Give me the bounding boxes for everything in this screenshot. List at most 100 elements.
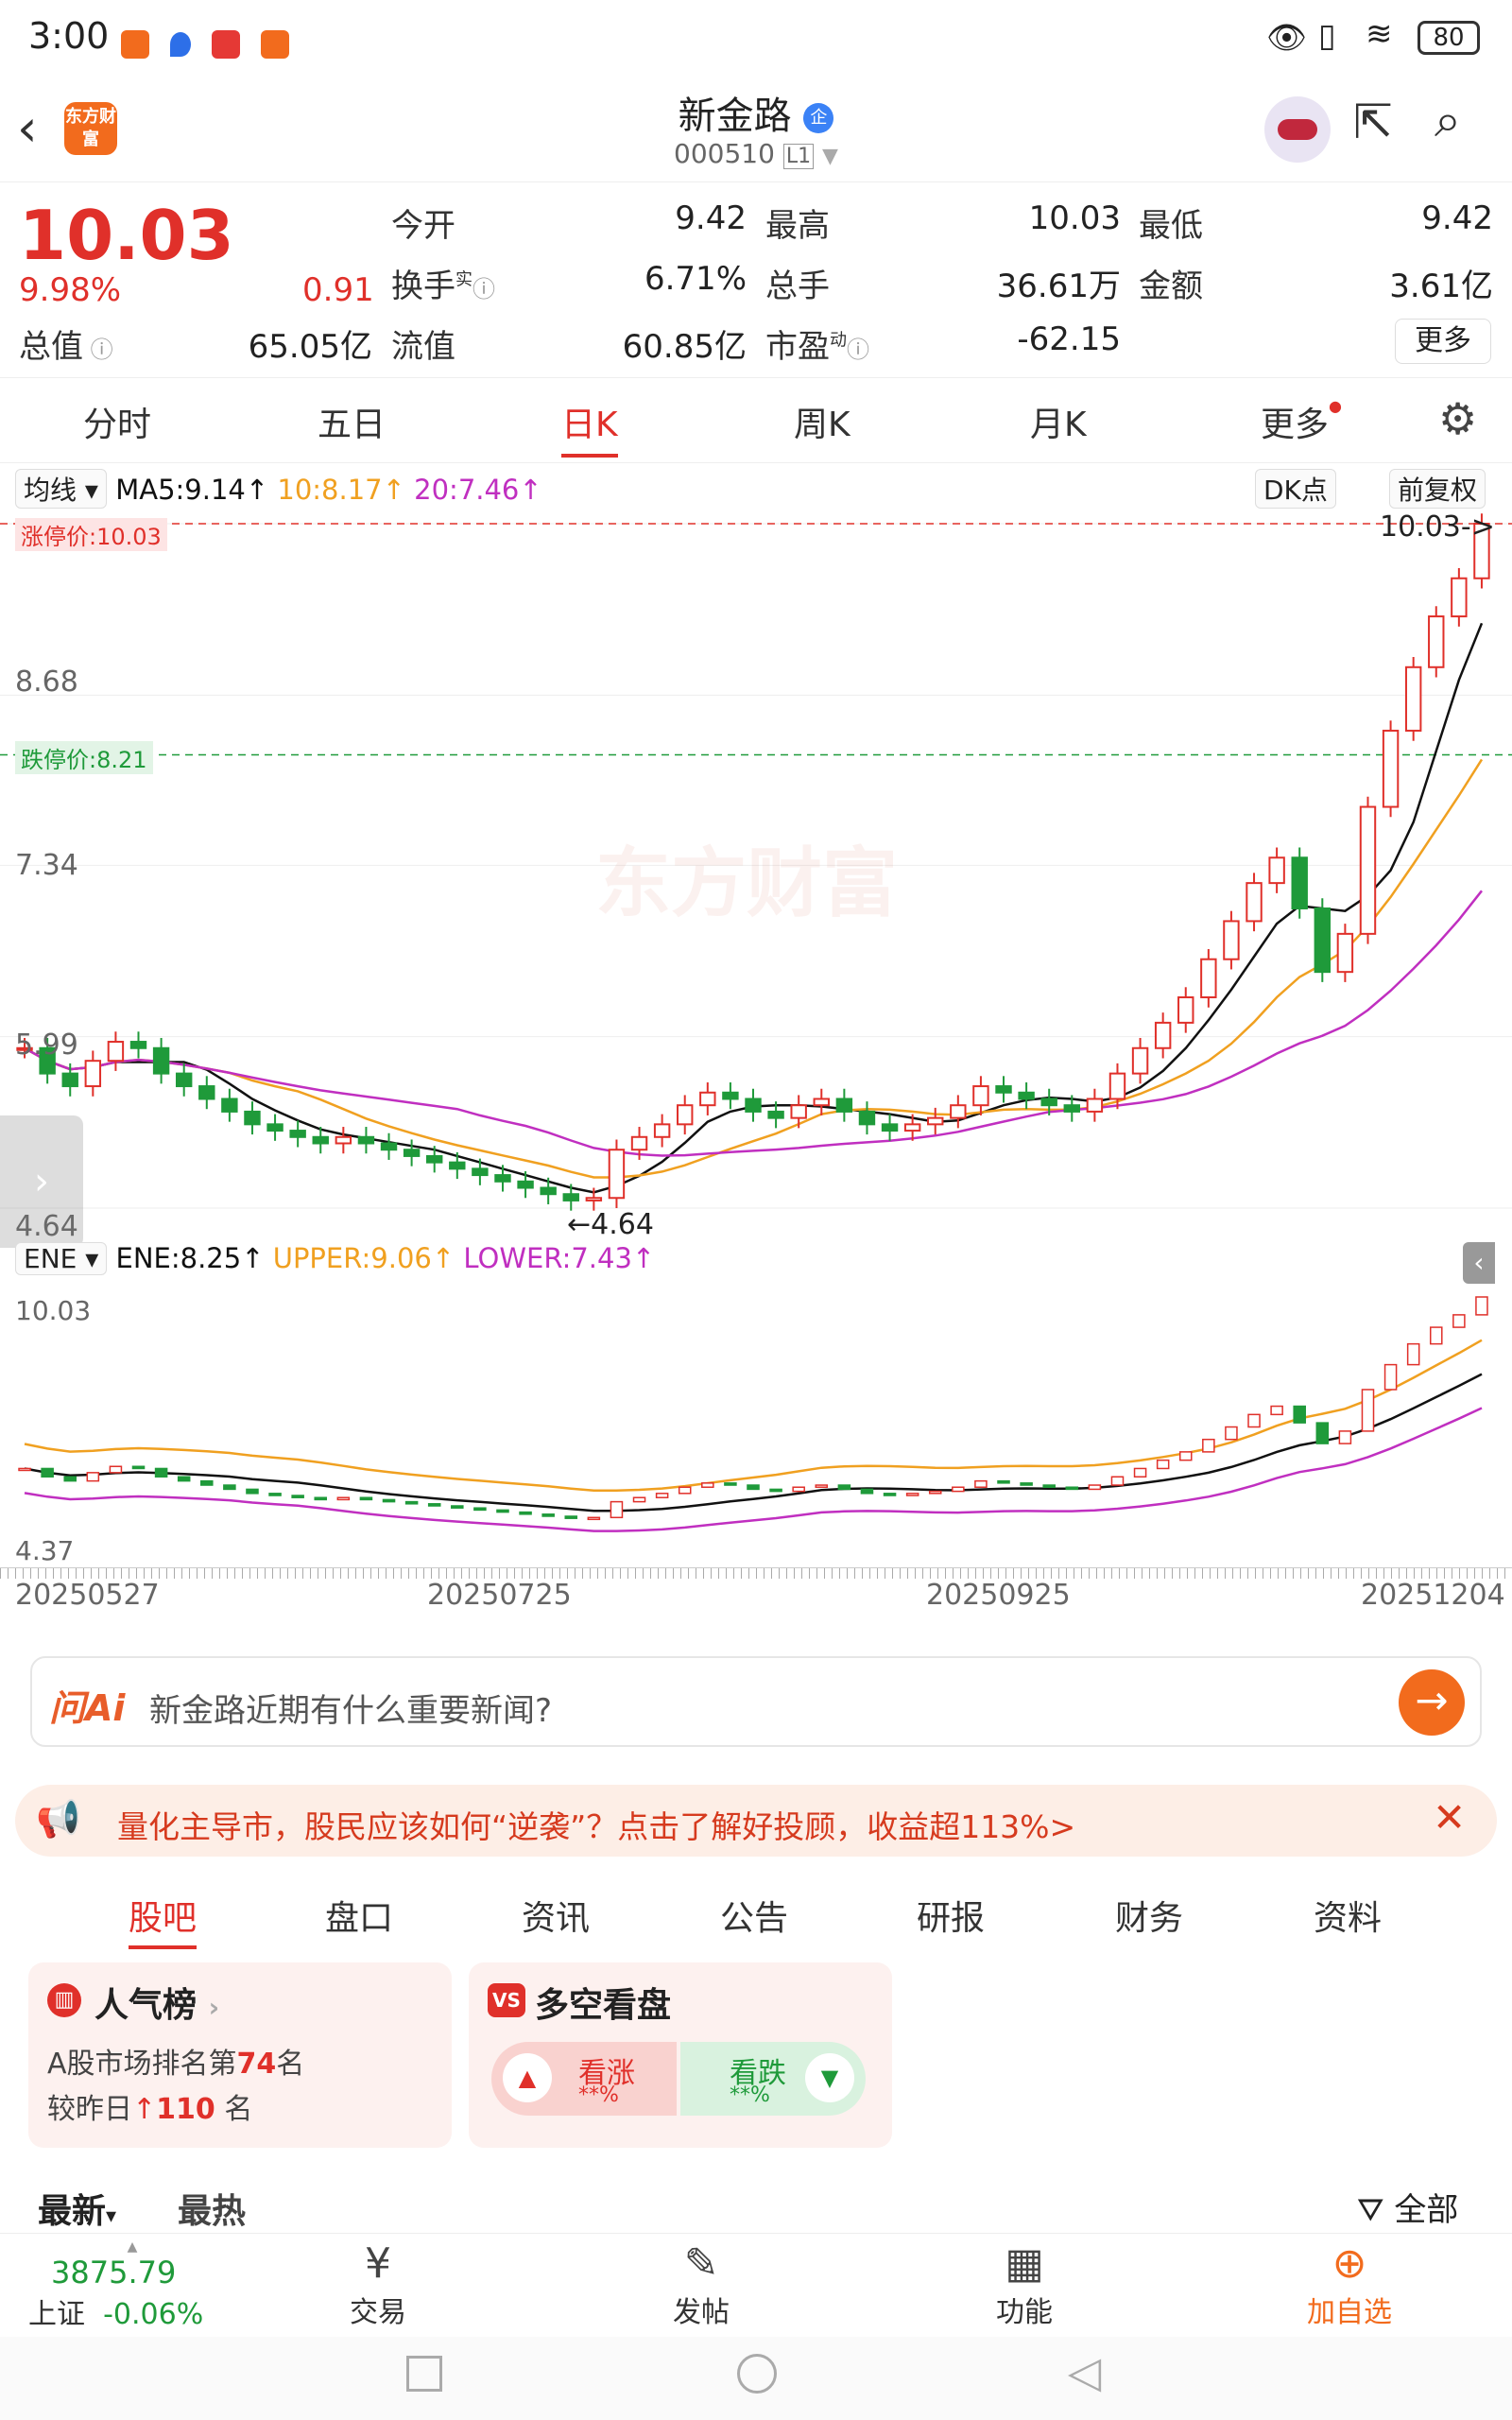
volume-label: 总手 bbox=[765, 268, 830, 305]
back-icon[interactable]: ‹ bbox=[17, 98, 38, 158]
bear-button[interactable]: 看跌 **% ▼ bbox=[680, 2042, 866, 2116]
tab-five-day[interactable]: 五日 bbox=[318, 406, 387, 444]
dk-point-toggle[interactable]: DK点 bbox=[1255, 469, 1336, 509]
stock-title[interactable]: 新金路 企 bbox=[0, 85, 1512, 140]
ask-ai-brand: 问Ai bbox=[49, 1687, 126, 1729]
filter-button[interactable]: ⛛ 全部 bbox=[1357, 2191, 1459, 2229]
tab-news[interactable]: 资讯 bbox=[522, 1899, 591, 1938]
tab-finance[interactable]: 财务 bbox=[1115, 1899, 1184, 1938]
nav-functions[interactable]: ▦ 功能 bbox=[958, 2239, 1091, 2330]
ene-header: ENE ▾ ENE:8.25↑ UPPER:9.06↑ LOWER:7.43↑ bbox=[15, 1242, 655, 1275]
stock-code-row[interactable]: 000510 L1 ▼ bbox=[0, 138, 1512, 169]
adjust-select[interactable]: 前复权 bbox=[1389, 469, 1486, 509]
index-name: 上证 bbox=[28, 2298, 85, 2331]
kline-chart-area[interactable]: 均线 ▾ MA5:9.14↑ 10:8.17↑ 20:7.46↑ DK点 前复权… bbox=[0, 463, 1512, 1626]
robot-avatar-icon[interactable] bbox=[1264, 96, 1331, 163]
shield-icon bbox=[170, 31, 192, 57]
collapse-tab[interactable]: ‹ bbox=[1463, 1242, 1495, 1284]
ene-candle bbox=[382, 1498, 396, 1503]
kline-main-chart[interactable] bbox=[0, 509, 1512, 1236]
feed-tab-latest[interactable]: 最新▾ bbox=[38, 2192, 117, 2231]
nav-trade[interactable]: ¥ 交易 bbox=[312, 2239, 444, 2330]
recents-icon[interactable] bbox=[406, 2356, 442, 2392]
date-label: 20250925 bbox=[926, 1579, 1071, 1612]
candle-body bbox=[266, 1123, 284, 1132]
corp-badge: 企 bbox=[803, 103, 834, 133]
candle-body bbox=[1040, 1098, 1057, 1107]
candle-body bbox=[403, 1149, 421, 1157]
candle-body bbox=[767, 1110, 784, 1119]
candle-body bbox=[380, 1142, 398, 1151]
ene-candle bbox=[678, 1486, 692, 1495]
ene-candle bbox=[246, 1488, 259, 1495]
candle-body bbox=[699, 1091, 716, 1107]
feed-tab-hottest[interactable]: 最热 bbox=[178, 2192, 247, 2231]
ene-candle bbox=[860, 1488, 874, 1495]
ma-select[interactable]: 均线 ▾ bbox=[15, 469, 107, 509]
back-nav-icon[interactable]: ◁ bbox=[1068, 2346, 1102, 2397]
tab-weekly-k[interactable]: 周K bbox=[794, 406, 850, 444]
long-short-card: VS 多空看盘 ▲ 看涨 **% 看跌 **% ▼ bbox=[469, 1962, 892, 2148]
ene-candle bbox=[1178, 1451, 1193, 1461]
tab-guba[interactable]: 股吧 bbox=[129, 1891, 198, 1949]
content-tabs: 股吧 盘口 资讯 公告 研报 财务 资料 bbox=[0, 1881, 1512, 1949]
tab-more[interactable]: 更多● bbox=[1261, 397, 1342, 444]
ene-candle bbox=[404, 1500, 419, 1505]
home-icon[interactable] bbox=[737, 2354, 777, 2394]
expand-left-handle[interactable]: › bbox=[0, 1115, 83, 1248]
candle-body bbox=[1291, 856, 1308, 909]
close-icon[interactable]: ✕ bbox=[1433, 1794, 1467, 1841]
info-icon[interactable]: ⓘ bbox=[847, 337, 869, 363]
candle-body bbox=[608, 1149, 626, 1200]
candle-body bbox=[630, 1135, 648, 1151]
tab-research[interactable]: 研报 bbox=[917, 1899, 986, 1938]
tab-profile[interactable]: 资料 bbox=[1314, 1899, 1383, 1938]
candle-body bbox=[903, 1123, 921, 1132]
main-grid bbox=[0, 523, 1512, 1209]
tab-monthly-k[interactable]: 月K bbox=[1030, 406, 1087, 444]
send-arrow-icon[interactable]: → bbox=[1399, 1669, 1465, 1736]
limit-up-label: 涨停价:10.03 bbox=[15, 518, 167, 551]
tab-daily-k[interactable]: 日K bbox=[561, 397, 618, 458]
search-icon[interactable]: ⌕ bbox=[1435, 93, 1461, 147]
turnover-value: 6.71% bbox=[644, 260, 747, 298]
tab-announcements[interactable]: 公告 bbox=[720, 1899, 789, 1938]
bull-button[interactable]: ▲ 看涨 **% bbox=[491, 2042, 677, 2116]
ene-candle bbox=[291, 1495, 304, 1498]
ene-candle bbox=[18, 1467, 31, 1472]
tab-pankou[interactable]: 盘口 bbox=[325, 1899, 394, 1938]
candle-body bbox=[1428, 615, 1445, 668]
ene-candle bbox=[223, 1484, 236, 1491]
settings-gear-icon[interactable]: ⚙ bbox=[1438, 393, 1478, 444]
share-icon[interactable]: ⇱ bbox=[1353, 95, 1393, 149]
ene-candle bbox=[63, 1476, 77, 1482]
ene-candle bbox=[1088, 1484, 1102, 1491]
candle-body bbox=[1154, 1021, 1172, 1049]
more-button[interactable]: 更多 bbox=[1395, 319, 1491, 364]
candle-body bbox=[84, 1060, 102, 1088]
candle-body bbox=[472, 1167, 489, 1177]
nav-post[interactable]: ✎ 发帖 bbox=[635, 2239, 767, 2330]
promo-banner[interactable]: 📢 量化主导市，股民应该如何“逆袭”？点击了解好投顾，收益超113%> ✕ bbox=[15, 1785, 1497, 1857]
lower-label: LOWER:7.43↑ bbox=[463, 1242, 656, 1274]
ene-candle bbox=[724, 1482, 737, 1486]
ene-top-label: 10.03 bbox=[15, 1295, 92, 1326]
info-icon[interactable]: ⓘ bbox=[83, 337, 113, 363]
tab-intraday[interactable]: 分时 bbox=[83, 406, 152, 444]
candle-body bbox=[1314, 907, 1332, 974]
ene-candle bbox=[1406, 1342, 1420, 1366]
ene-select[interactable]: ENE ▾ bbox=[15, 1242, 108, 1275]
ene-candle bbox=[1110, 1476, 1125, 1486]
ene-chart[interactable] bbox=[0, 1288, 1512, 1562]
ene-candle bbox=[610, 1500, 624, 1519]
info-icon[interactable]: ⓘ bbox=[472, 276, 495, 302]
index-ticker[interactable]: ▲ 3875.79 上证 -0.06% bbox=[28, 2239, 236, 2332]
candle-body bbox=[1451, 577, 1468, 618]
ask-ai-input[interactable]: 问Ai 新金路近期有什么重要新闻? → bbox=[30, 1656, 1482, 1747]
ene-candle bbox=[154, 1467, 168, 1478]
ene-candle bbox=[1020, 1482, 1033, 1486]
ene-candle bbox=[314, 1496, 328, 1501]
nav-add-watchlist[interactable]: ⊕ 加自选 bbox=[1283, 2239, 1416, 2330]
popularity-card[interactable]: ▥ 人气榜 › A股市场排名第74名 较昨日↑110 名 bbox=[28, 1962, 452, 2148]
kline-tabs: 分时 五日 日K 周K 月K 更多● ⚙ bbox=[0, 380, 1512, 463]
